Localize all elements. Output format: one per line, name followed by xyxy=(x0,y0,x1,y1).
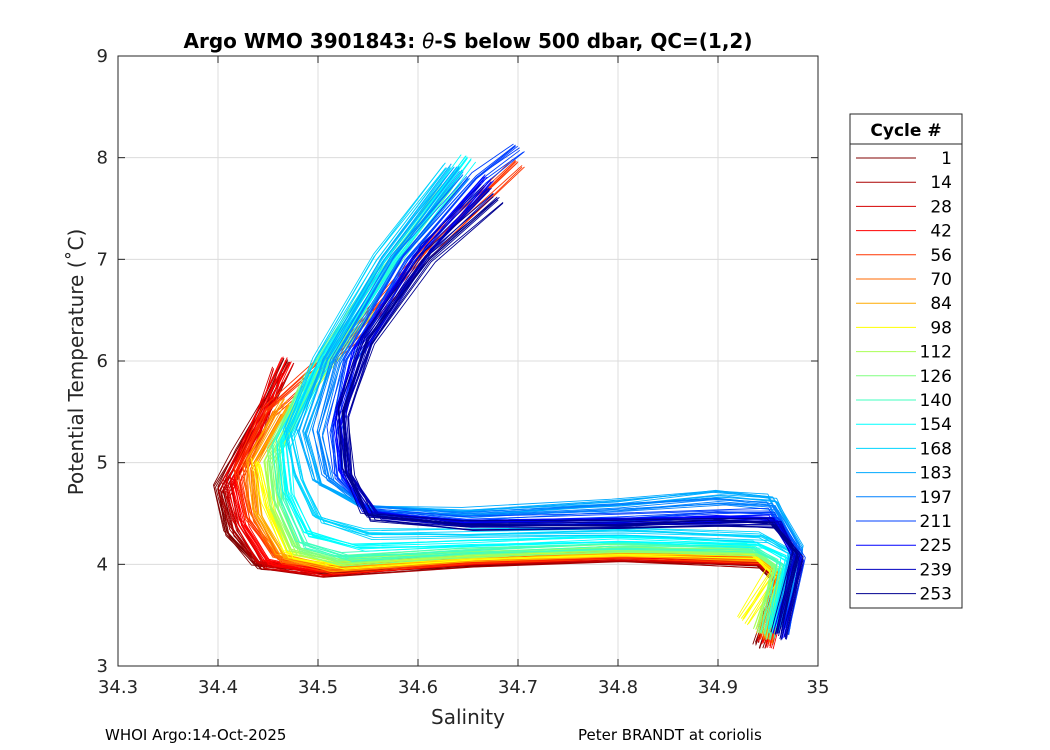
x-axis-label: Salinity xyxy=(431,705,505,729)
series-line-cycle-239 xyxy=(343,190,800,639)
legend-item: 168 xyxy=(856,439,952,459)
series-line-cycle-253 xyxy=(347,202,804,640)
legend-label: 84 xyxy=(930,294,952,314)
legend-label: 70 xyxy=(930,270,952,290)
legend-label: 211 xyxy=(920,512,952,532)
legend-item: 211 xyxy=(856,512,952,532)
series-line-cycle-197 xyxy=(316,175,798,623)
series-line-cycle-168 xyxy=(289,166,797,626)
y-tick-label: 7 xyxy=(97,249,108,270)
legend-item: 225 xyxy=(856,536,952,556)
legend-item: 84 xyxy=(856,294,952,314)
x-tick-label: 35 xyxy=(807,677,830,698)
series-line-cycle-98 xyxy=(254,463,772,620)
series-line-cycle-168 xyxy=(284,162,791,623)
series-layer xyxy=(213,143,806,650)
legend-title: Cycle # xyxy=(870,121,941,141)
y-tick-label: 8 xyxy=(97,148,108,169)
series-line-cycle-253 xyxy=(347,202,804,641)
legend-label: 239 xyxy=(920,560,952,580)
legend: Cycle # 1 14 28 42 56 70 84 98 112 126 140 154 168 18… xyxy=(849,113,963,609)
legend-label: 253 xyxy=(920,585,952,605)
legend-label: 14 xyxy=(930,173,952,193)
legend-item: 253 xyxy=(856,585,952,605)
legend-item: 154 xyxy=(856,415,952,435)
legend-item: 112 xyxy=(856,343,952,363)
y-tick-label: 6 xyxy=(97,351,108,372)
series-line-cycle-197 xyxy=(316,177,799,624)
legend-label: 183 xyxy=(920,464,952,484)
legend-item: 183 xyxy=(856,464,952,484)
x-tick-label: 34.3 xyxy=(98,677,138,698)
y-tick-label: 4 xyxy=(97,554,108,575)
legend-item: 42 xyxy=(856,222,952,242)
legend-item: 140 xyxy=(856,391,952,411)
legend-item: 56 xyxy=(856,246,952,266)
legend-label: 56 xyxy=(930,246,952,266)
legend-item: 14 xyxy=(856,173,952,193)
legend-label: 28 xyxy=(930,197,952,217)
series-line-cycle-183 xyxy=(303,166,800,619)
x-tick-label: 34.8 xyxy=(598,677,638,698)
legend-label: 140 xyxy=(920,391,952,411)
series-line-cycle-168 xyxy=(293,171,800,630)
legend-item: 1 xyxy=(856,149,952,169)
legend-label: 197 xyxy=(920,488,952,508)
legend-item: 70 xyxy=(856,270,952,290)
x-tick-label: 34.7 xyxy=(498,677,538,698)
chart-title: Argo WMO 3901843: θ-S below 500 dbar, QC… xyxy=(184,29,753,53)
x-tick-label: 34.9 xyxy=(698,677,738,698)
legend-item: 28 xyxy=(856,197,952,217)
x-tick-label: 34.5 xyxy=(298,677,338,698)
axis-ticks: 34.3 34.4 34.5 34.6 34.7 34.8 34.9 35 3 4 5 6 7 8 9 xyxy=(97,46,830,698)
x-tick-label: 34.4 xyxy=(198,677,238,698)
plot-area: 34.3 34.4 34.5 34.6 34.7 34.8 34.9 35 3 4 5 6 7 8 9 xyxy=(97,46,830,698)
legend-label: 98 xyxy=(930,318,952,338)
legend-item: 126 xyxy=(856,367,952,387)
y-tick-label: 9 xyxy=(97,46,108,67)
footer-right-text: Peter BRANDT at coriolis xyxy=(578,726,762,744)
chart-title-theta: θ xyxy=(422,29,434,53)
legend-item: 98 xyxy=(856,318,952,338)
legend-label: 1 xyxy=(941,149,952,169)
y-tick-label: 5 xyxy=(97,453,108,474)
legend-item: 197 xyxy=(856,488,952,508)
series-line-cycle-98 xyxy=(260,466,777,626)
legend-item: 239 xyxy=(856,560,952,580)
legend-label: 225 xyxy=(920,536,952,556)
y-tick-label: 3 xyxy=(97,656,108,677)
x-tick-label: 34.6 xyxy=(398,677,438,698)
legend-label: 168 xyxy=(920,439,952,459)
series-line-cycle-168 xyxy=(291,173,798,630)
legend-label: 112 xyxy=(920,343,952,363)
legend-label: 126 xyxy=(920,367,952,387)
y-axis-label: Potential Temperature (˚C) xyxy=(64,229,88,496)
footer-left-text: WHOI Argo:14-Oct-2025 xyxy=(105,726,286,744)
series-line-cycle-253 xyxy=(341,198,799,634)
legend-label: 42 xyxy=(930,222,952,242)
legend-label: 154 xyxy=(920,415,952,435)
